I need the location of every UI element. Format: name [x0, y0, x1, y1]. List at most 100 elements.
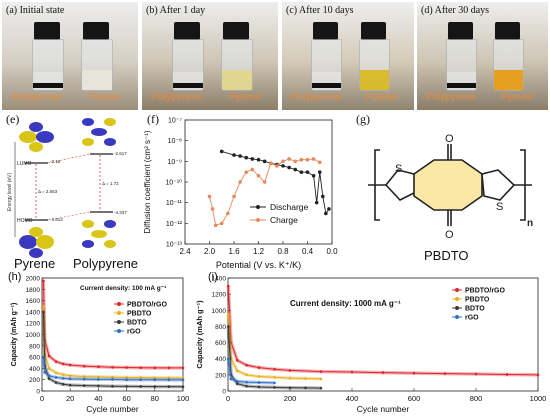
polypyrene-vial-label: Polypyrene [152, 92, 203, 103]
data-point [61, 362, 65, 366]
y-tick-label: 1600 [26, 298, 41, 305]
data-point [54, 381, 58, 384]
data-point [256, 157, 261, 162]
pyrene-homo-orbital [19, 227, 54, 258]
vial-cap [313, 22, 338, 40]
pyrene-vial [359, 39, 390, 91]
data-point [319, 386, 323, 390]
polypyrene-vial [311, 39, 342, 91]
central-ring-highlight [414, 160, 482, 210]
data-point [257, 366, 261, 369]
data-point [288, 369, 292, 372]
x-tick-label: 40 [94, 394, 102, 403]
diffusion-coefficient-chart: 10⁻⁷ 10⁻⁸ 10⁻⁹ 10⁻¹⁰ 10⁻¹¹ 10⁻¹² 10⁻¹³2.4 2.0 1.… [143, 118, 338, 271]
vial-photo-4: (d) After 30 days Polypyrene Pyrene [417, 2, 548, 110]
y-tick-label: 800 [215, 324, 226, 331]
series-band-pbdto-rgo [41, 280, 183, 370]
data-point [42, 355, 45, 359]
data-point [153, 366, 157, 370]
data-point [304, 386, 307, 390]
y-tick-label: 10⁻⁹ [168, 159, 182, 166]
data-point [293, 167, 298, 172]
data-point [287, 157, 291, 161]
x-axis-label: Cycle number [357, 404, 410, 414]
data-point [210, 207, 215, 211]
polypyrene-vial [172, 39, 204, 91]
x-tick-label: 100 [177, 394, 190, 403]
atom-s-right: S [496, 201, 503, 213]
data-point [167, 366, 171, 370]
data-point [213, 223, 218, 228]
data-point [319, 370, 323, 373]
panel-label: (h) [8, 271, 21, 283]
data-point [139, 385, 142, 388]
data-point [281, 164, 285, 168]
data-point [288, 376, 292, 380]
y-tick-label: 200 [215, 372, 226, 379]
y-tick-label: 1400 [212, 276, 227, 283]
x-axis-label: Potential (V vs. K⁺/K) [216, 260, 301, 270]
data-point [319, 377, 323, 381]
data-point [244, 170, 249, 174]
data-point [83, 375, 86, 378]
plot-frame [227, 277, 539, 392]
data-point [257, 381, 261, 384]
y-axis-label: Capacity (mAh g⁻¹) [11, 303, 18, 367]
legend-label: PBDTO/rGO [127, 302, 167, 309]
data-point [47, 367, 51, 370]
data-point [273, 381, 276, 385]
data-point [54, 376, 58, 379]
panel-label-f: (f) [147, 112, 159, 126]
data-point [268, 161, 273, 166]
atom-o-bottom: O [445, 229, 454, 241]
legend-label: PBDTO [465, 297, 490, 304]
series-line-charge [209, 158, 320, 226]
data-point [61, 373, 65, 376]
x-tick-label: 1.2 [253, 247, 265, 256]
data-point [42, 310, 45, 314]
data-point [250, 157, 255, 161]
data-point [262, 159, 267, 164]
legend-label: Charge [270, 215, 298, 225]
data-point [181, 385, 185, 389]
vial-cap [174, 22, 200, 40]
legend-label: rGO [465, 315, 479, 322]
data-point [111, 384, 114, 388]
y-tick-label: 0 [222, 389, 226, 396]
energy-axis-label: Energy level (eV) [7, 172, 13, 211]
data-point [153, 378, 157, 381]
data-point [245, 380, 248, 384]
x-tick-label: 60 [122, 394, 130, 403]
x-tick-label: 0 [40, 394, 44, 403]
data-point [61, 382, 65, 386]
data-point [273, 386, 276, 389]
x-tick-label: 2.0 [204, 247, 216, 256]
data-point [288, 386, 292, 390]
data-point [287, 165, 291, 170]
data-point [305, 157, 310, 162]
legend-marker [455, 297, 459, 301]
data-point [232, 194, 236, 199]
y-tick-label: 1000 [212, 308, 227, 315]
series-line-pbdto-rgo [42, 280, 183, 369]
legend-marker [117, 320, 121, 324]
data-point [68, 383, 72, 387]
data-point [181, 378, 185, 382]
vial-cap [34, 22, 60, 40]
y-tick-label: 10⁻⁷ [168, 118, 182, 125]
pyrene-vial [493, 39, 524, 91]
legend-marker [256, 218, 260, 222]
polypyrene-vial [446, 39, 477, 91]
data-point [61, 376, 65, 380]
data-point [219, 221, 224, 226]
x-tick-label: 0.8 [277, 247, 289, 256]
data-point [83, 364, 86, 368]
data-point [238, 180, 242, 184]
data-point [43, 371, 47, 374]
polypyrene-gap-value: Δ = 1.72 [102, 181, 119, 186]
polypyrene-vial-label: Polypyrene [12, 92, 63, 103]
data-point [536, 373, 540, 377]
plot-frame [184, 119, 333, 245]
x-tick-label: 80 [151, 394, 159, 403]
data-point [236, 369, 239, 373]
